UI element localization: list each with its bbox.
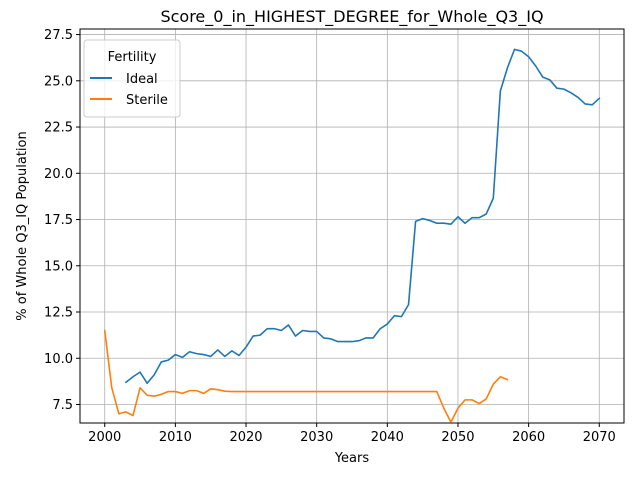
y-tick-label: 15.0 xyxy=(44,259,73,274)
y-tick-label: 17.5 xyxy=(44,213,73,228)
axes-frame xyxy=(79,28,625,424)
x-tick-label: 2070 xyxy=(583,430,616,445)
y-axis-label: % of Whole Q3_IQ Population xyxy=(15,131,30,320)
y-tick-label: 10.0 xyxy=(44,352,73,367)
legend: Fertility Ideal Sterile xyxy=(83,39,181,118)
series-line-sterile xyxy=(103,329,509,423)
y-tick-label: 20.0 xyxy=(44,167,73,182)
x-tick-label: 2030 xyxy=(300,430,333,445)
y-tick-label: 27.5 xyxy=(44,28,73,43)
y-tick-label: 25.0 xyxy=(44,74,73,89)
y-tick-label: 12.5 xyxy=(44,306,73,321)
chart-title: Score_0_in_HIGHEST_DEGREE_for_Whole_Q3_I… xyxy=(160,7,543,27)
y-tick-label: 7.5 xyxy=(52,398,73,413)
legend-label-sterile: Sterile xyxy=(126,93,168,108)
x-tick-label: 2060 xyxy=(512,430,545,445)
grid xyxy=(80,29,624,423)
x-tick-label: 2010 xyxy=(159,430,192,445)
y-axis: 7.5 10.0 12.5 15.0 17.5 20.0 22.5 25.0 27.5 xyxy=(44,28,80,413)
legend-label-ideal: Ideal xyxy=(126,72,158,87)
x-axis-label: Years xyxy=(334,451,370,466)
series-line-ideal xyxy=(124,48,601,385)
series-lines xyxy=(103,48,601,423)
x-tick-label: 2020 xyxy=(229,430,262,445)
legend-title: Fertility xyxy=(108,50,157,65)
x-tick-label: 2000 xyxy=(88,430,121,445)
x-tick-label: 2040 xyxy=(371,430,404,445)
x-tick-label: 2050 xyxy=(441,430,474,445)
x-axis: 2000 2010 2020 2030 2040 2050 2060 2070 xyxy=(88,423,616,445)
y-tick-label: 22.5 xyxy=(44,121,73,136)
